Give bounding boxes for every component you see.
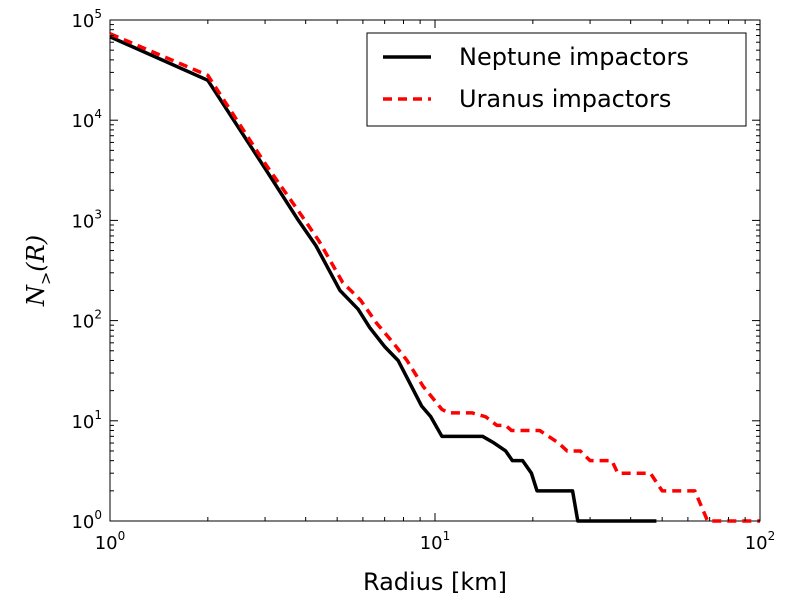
y-tick-label: 103: [71, 207, 102, 232]
series-line-neptune: [109, 35, 657, 523]
y-axis-label: N>(R): [22, 235, 55, 307]
x-tick-label: 101: [420, 529, 451, 554]
legend-label-neptune: Neptune impactors: [459, 43, 689, 71]
y-tick-label: 100: [71, 508, 102, 533]
legend-label-uranus: Uranus impactors: [459, 85, 671, 113]
y-tick-label: 101: [71, 408, 102, 433]
x-tick-label: 100: [95, 529, 126, 554]
legend-box: [366, 32, 747, 127]
y-tick-label: 105: [71, 7, 102, 32]
x-axis-label: Radius [km]: [363, 568, 507, 596]
y-tick-label: 104: [71, 107, 102, 132]
x-tick-label: 102: [745, 529, 776, 554]
series-line-uranus: [109, 32, 760, 523]
y-tick-label: 102: [71, 308, 102, 333]
